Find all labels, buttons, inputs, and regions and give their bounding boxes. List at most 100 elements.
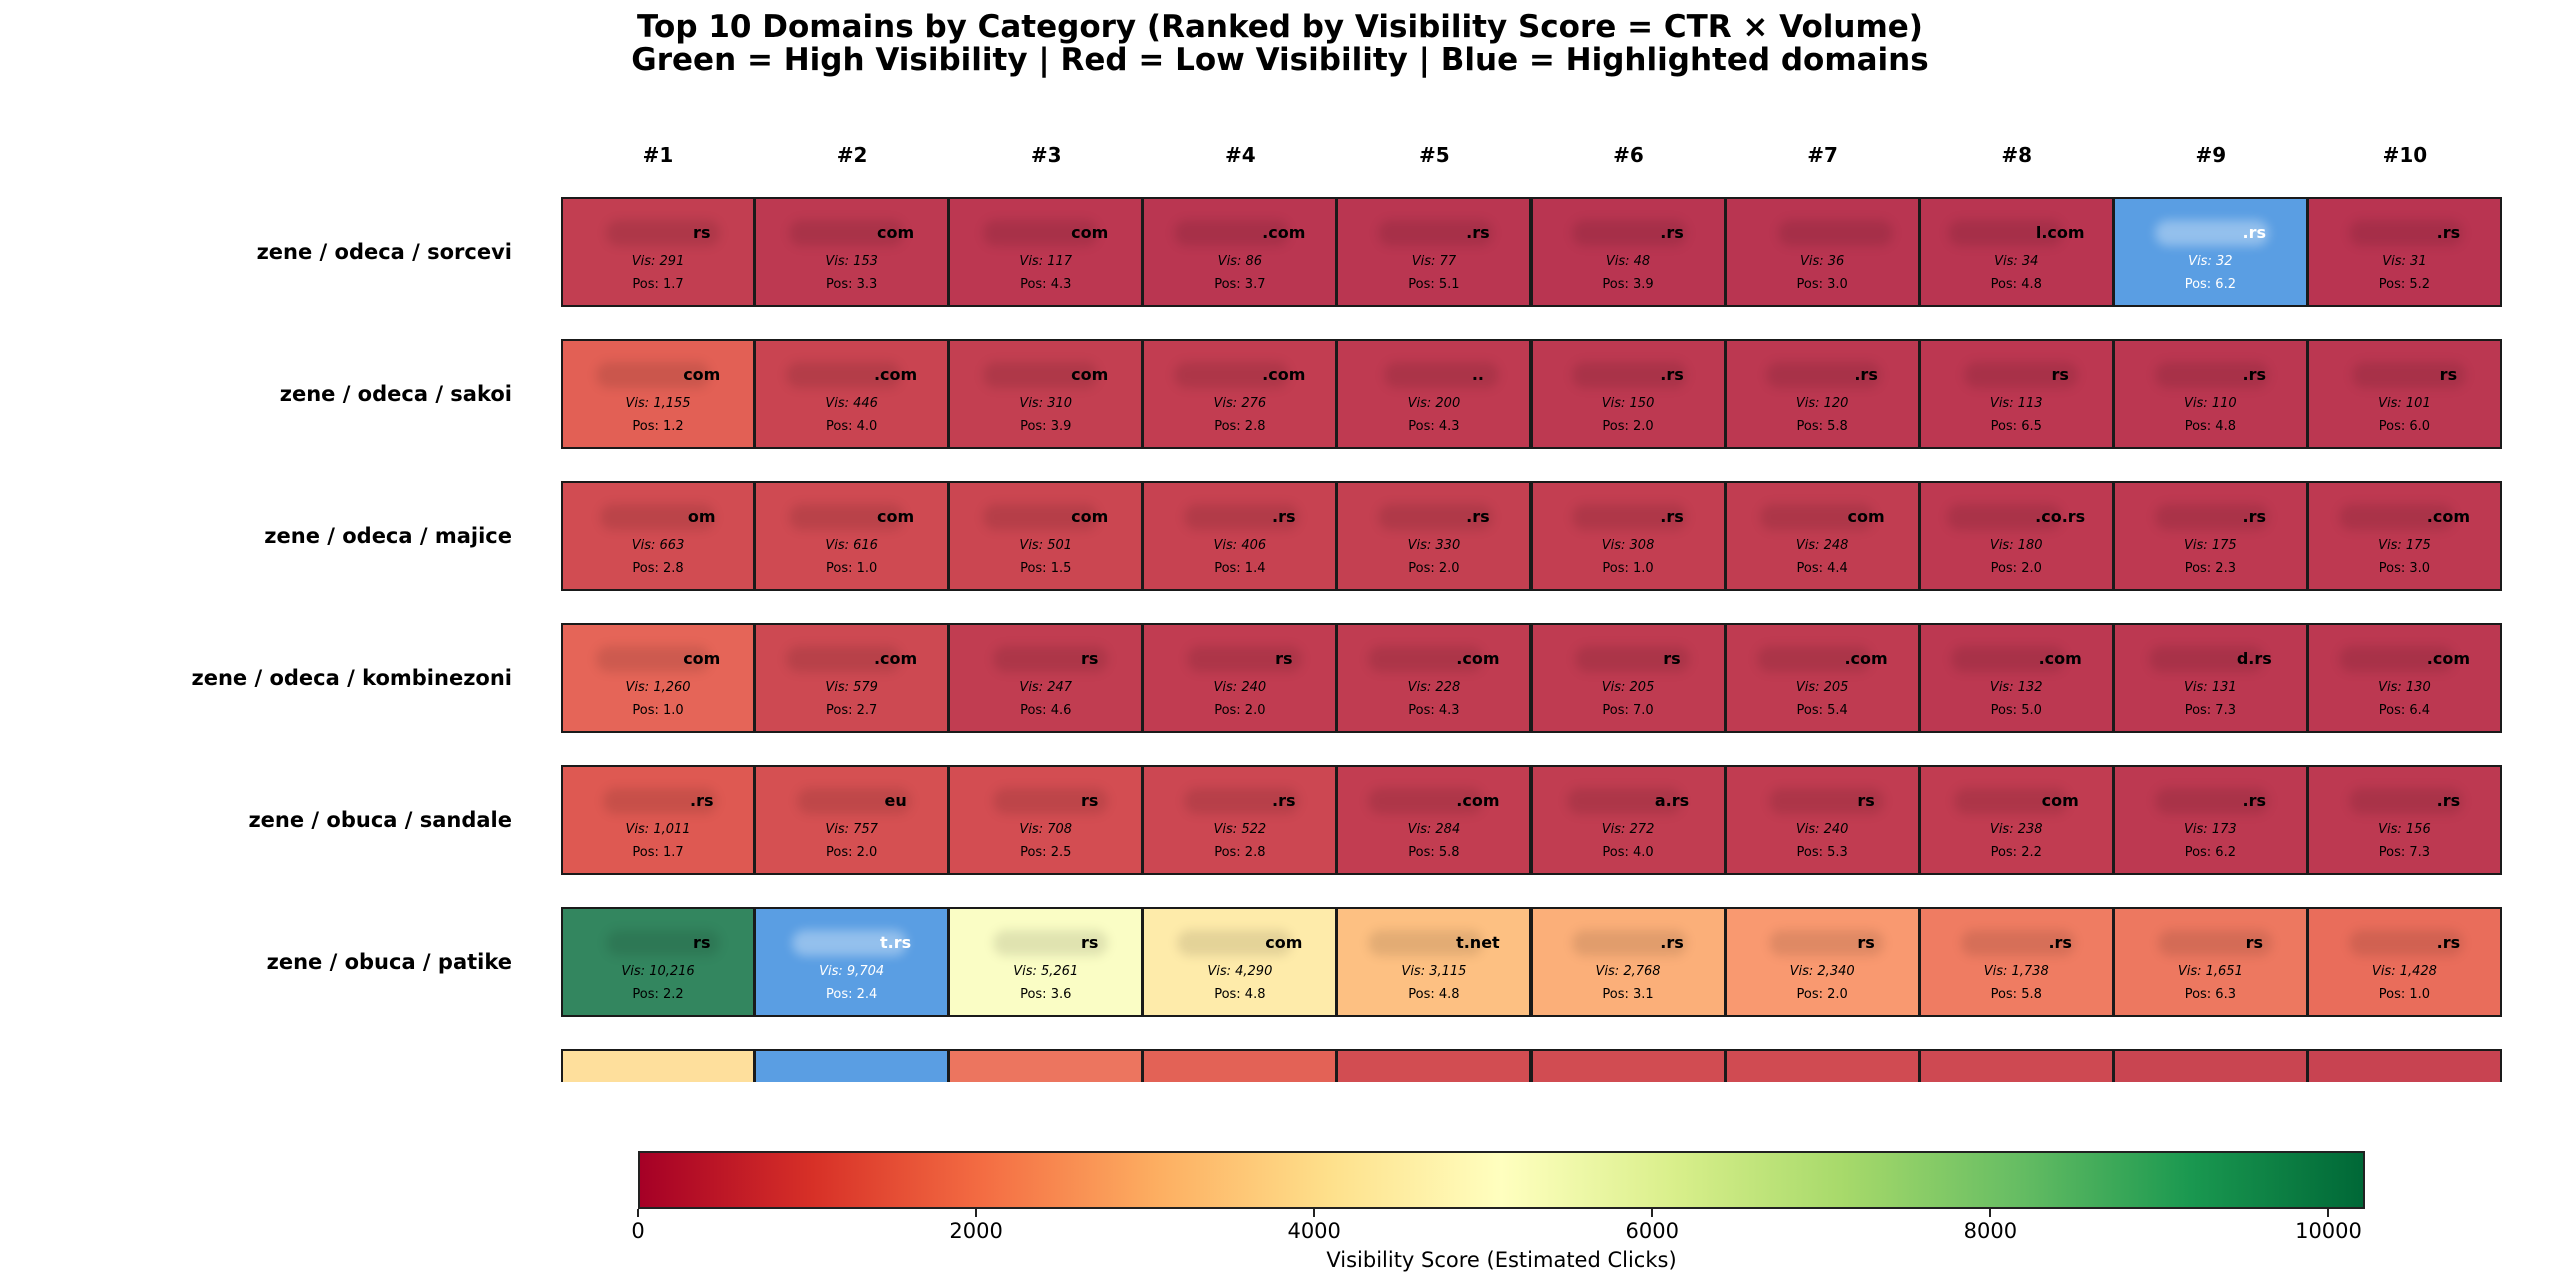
domain-name: .rs — [1144, 504, 1335, 530]
heatmap-cell: .rs Vis: 406 Pos: 1.4 — [1142, 481, 1338, 591]
heatmap-cell: .rs Vis: 330 Pos: 2.0 — [1336, 481, 1532, 591]
heatmap-cell: .com Vis: 175 Pos: 3.0 — [2306, 481, 2502, 591]
visibility-value: Vis: 150 — [1601, 396, 1655, 411]
domain-suffix: rs — [1663, 648, 1681, 668]
visibility-value: Vis: 1,738 — [1983, 964, 2049, 979]
heatmap-cell — [1530, 1049, 1726, 1082]
domain-name: .com — [1921, 646, 2112, 672]
row-label: zene / obuca / sandale — [248, 808, 512, 832]
redacted-blur — [993, 646, 1108, 672]
position-value: Pos: 4.3 — [1408, 703, 1460, 718]
visibility-value: Vis: 5,261 — [1013, 964, 1079, 979]
heatmap-cell — [1724, 1049, 1920, 1082]
column-header: #3 — [1030, 143, 1062, 167]
domain-suffix: rs — [2051, 364, 2069, 384]
domain-name: rs — [2309, 362, 2500, 388]
visibility-value: Vis: 310 — [1019, 396, 1073, 411]
domain-suffix: rs — [2245, 932, 2263, 952]
position-value: Pos: 6.2 — [2184, 277, 2236, 292]
position-value: Pos: 5.1 — [1408, 277, 1460, 292]
domain-suffix: a.rs — [1654, 790, 1690, 810]
heatmap-grid: rs Vis: 291 Pos: 1.7 com Vis: 153 Pos: 3.3 com… — [561, 197, 2502, 1082]
domain-suffix: rs — [1080, 790, 1099, 810]
redacted-blur — [983, 362, 1098, 388]
position-value: Pos: 1.0 — [1602, 561, 1654, 576]
heatmap-cell: com Vis: 1,260 Pos: 1.0 — [561, 623, 756, 733]
domain-suffix: .rs — [2242, 364, 2267, 384]
domain-suffix: rs — [1275, 648, 1293, 668]
domain-suffix: com — [1265, 932, 1303, 952]
colorbar-tick-label: 2000 — [949, 1219, 1003, 1243]
position-value: Pos: 5.0 — [1990, 703, 2042, 718]
position-value: Pos: 3.0 — [2378, 561, 2431, 576]
position-value: Pos: 1.4 — [1214, 561, 1266, 576]
position-value: Pos: 2.7 — [825, 703, 878, 718]
position-value: Pos: 5.3 — [1796, 845, 1848, 860]
domain-suffix: rs — [1857, 790, 1875, 810]
domain-name: rs — [1533, 646, 1724, 672]
redacted-blur — [1378, 220, 1493, 246]
position-value: Pos: 1.2 — [632, 419, 684, 434]
domain-name: .rs — [1533, 220, 1724, 246]
domain-suffix: .rs — [2242, 506, 2267, 526]
redacted-blur — [1378, 504, 1493, 530]
domain-name: d.rs — [2115, 646, 2306, 672]
row-label: zene / obuca / patike — [266, 950, 512, 974]
domain-suffix: com — [877, 222, 915, 242]
column-header: #8 — [2001, 143, 2033, 167]
position-value: Pos: 2.5 — [1020, 845, 1072, 860]
visibility-value: Vis: 3,115 — [1401, 964, 1467, 979]
domain-suffix: com — [1071, 364, 1109, 384]
domain-name: eu — [756, 788, 947, 814]
heatmap-cell: .com Vis: 579 Pos: 2.7 — [754, 623, 950, 733]
domain-suffix: l.com — [2035, 222, 2085, 242]
column-header: #1 — [642, 143, 674, 167]
domain-suffix: rs — [2439, 364, 2458, 384]
visibility-value: Vis: 1,428 — [2371, 964, 2437, 979]
domain-suffix: .rs — [2242, 790, 2267, 810]
visibility-value: Vis: 757 — [825, 822, 878, 837]
colorbar-tick — [637, 1209, 639, 1217]
visibility-value: Vis: 200 — [1407, 396, 1461, 411]
domain-name: .rs — [1921, 930, 2112, 956]
position-value: Pos: 1.0 — [825, 561, 878, 576]
visibility-value: Vis: 308 — [1601, 538, 1655, 553]
position-value: Pos: 4.8 — [1990, 277, 2042, 292]
redacted-blur — [1177, 930, 1292, 956]
redacted-blur — [595, 362, 710, 388]
redacted-blur — [1947, 220, 2063, 246]
domain-name: t.net — [1338, 930, 1529, 956]
position-value: Pos: 6.0 — [2378, 419, 2431, 434]
heatmap-cell — [2306, 1049, 2502, 1082]
position-value: Pos: 2.0 — [1602, 419, 1654, 434]
heatmap-cell: .rs Vis: 175 Pos: 2.3 — [2112, 481, 2308, 591]
visibility-value: Vis: 238 — [1989, 822, 2043, 837]
visibility-value: Vis: 10,216 — [621, 964, 695, 979]
visibility-value: Vis: 446 — [825, 396, 878, 411]
position-value: Pos: 5.8 — [1796, 419, 1848, 434]
redacted-blur — [1187, 646, 1302, 672]
redacted-blur — [2351, 362, 2467, 388]
heatmap-cell: .com Vis: 228 Pos: 4.3 — [1336, 623, 1532, 733]
domain-name: .com — [756, 362, 947, 388]
position-value: Pos: 2.0 — [1214, 703, 1266, 718]
redacted-blur — [1572, 504, 1687, 530]
colorbar-tick — [1989, 1209, 1992, 1217]
heatmap-cell: rs Vis: 291 Pos: 1.7 — [561, 197, 756, 307]
domain-suffix: .rs — [2436, 790, 2461, 810]
heatmap-cell: rs Vis: 101 Pos: 6.0 — [2306, 339, 2502, 449]
visibility-value: Vis: 101 — [2378, 396, 2431, 411]
domain-name: .rs — [1533, 930, 1724, 956]
domain-name: rs — [950, 788, 1141, 814]
redacted-blur — [1950, 646, 2066, 672]
domain-suffix: com — [1847, 506, 1885, 526]
domain-name: com — [950, 504, 1141, 530]
visibility-value: Vis: 113 — [1989, 396, 2043, 411]
visibility-value: Vis: 173 — [2184, 822, 2237, 837]
position-value: Pos: 2.0 — [1408, 561, 1460, 576]
colorbar-label: Visibility Score (Estimated Clicks) — [1326, 1248, 1677, 1272]
position-value: Pos: 1.7 — [632, 845, 684, 860]
position-value: Pos: 3.7 — [1214, 277, 1266, 292]
column-header: #10 — [2382, 143, 2428, 167]
position-value: Pos: 1.0 — [2378, 987, 2431, 1002]
